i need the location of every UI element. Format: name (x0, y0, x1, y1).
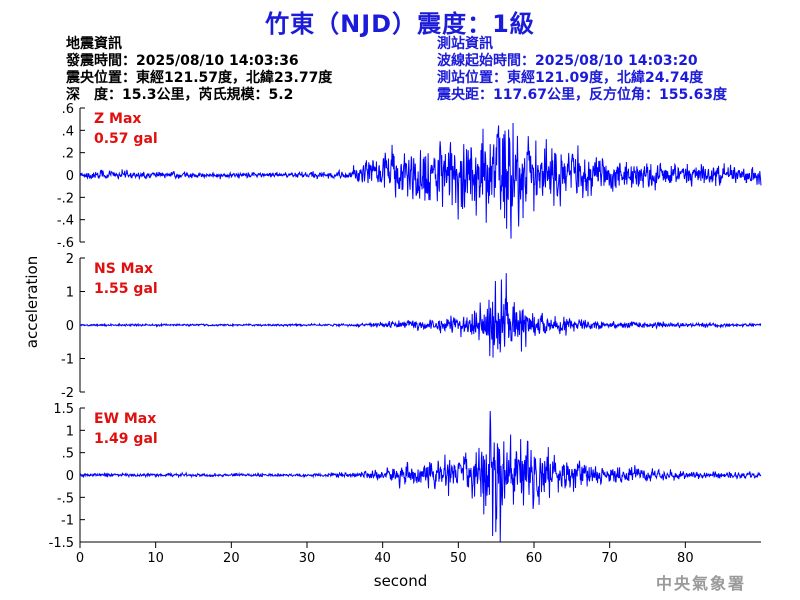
y-tick-label: 1 (66, 424, 74, 439)
y-tick-label: -.2 (57, 191, 74, 206)
y-tick-label: -1 (61, 353, 74, 368)
x-tick-label: 10 (147, 551, 164, 566)
station-location: 測站位置：東經121.09度，北緯24.74度 (437, 70, 704, 86)
ns-waveform (79, 273, 762, 358)
y-tick-label: .2 (62, 147, 74, 162)
event-info-heading: 地震資訊 (66, 36, 122, 52)
x-tick-label: 20 (223, 551, 240, 566)
epicenter-location: 震央位置：東經121.57度，北緯23.77度 (66, 70, 333, 86)
station-info-heading: 測站資訊 (437, 36, 493, 52)
z-max-value: 0.57 gal (94, 131, 158, 147)
page-title: 竹東（NJD）震度：1級 (265, 10, 535, 38)
x-tick-label: 60 (526, 551, 543, 566)
y-tick-label: -1.5 (49, 536, 74, 551)
ns-max-label: NS Max (94, 261, 153, 277)
event-info-block: 地震資訊 發震時間：2025/08/10 14:03:36 震央位置：東經121… (66, 36, 332, 104)
y-tick-label: -.4 (57, 214, 74, 229)
y-tick-label: 1.5 (53, 402, 74, 417)
z-max-label: Z Max (94, 111, 141, 127)
wave-start-time: 波線起始時間：2025/08/10 14:03:20 (437, 53, 698, 69)
y-tick-label: 2 (66, 252, 74, 267)
x-tick-label: 40 (374, 551, 391, 566)
y-tick-label: -.6 (57, 236, 74, 251)
origin-time: 發震時間：2025/08/10 14:03:36 (66, 53, 299, 69)
agency-watermark: 中央氣象署 (656, 574, 747, 593)
y-tick-label: .6 (62, 102, 74, 117)
x-tick-label: 80 (677, 551, 694, 566)
y-tick-label: -1 (61, 514, 74, 529)
y-tick-label: .5 (62, 447, 74, 462)
distance-azimuth: 震央距：117.67公里，反方位角：155.63度 (437, 87, 728, 103)
x-axis-title: second (374, 572, 428, 590)
x-tick-label: 70 (601, 551, 618, 566)
y-tick-label: 0 (66, 169, 74, 184)
ew-max-label: EW Max (94, 411, 156, 427)
z-waveform (79, 123, 762, 239)
y-axis-title: acceleration (23, 256, 41, 348)
y-tick-label: 1 (66, 286, 74, 301)
station-info-block: 測站資訊 波線起始時間：2025/08/10 14:03:20 測站位置：東經1… (437, 36, 727, 104)
x-tick-label: 0 (76, 551, 84, 566)
y-tick-label: 0 (66, 469, 74, 484)
y-tick-label: .4 (62, 124, 74, 139)
ew-waveform (79, 410, 762, 542)
depth-magnitude: 深 度：15.3公里，芮氏規模：5.2 (66, 87, 294, 103)
x-tick-label: 50 (450, 551, 467, 566)
y-tick-label: -2 (61, 386, 74, 401)
y-tick-label: -.5 (57, 491, 74, 506)
ns-max-value: 1.55 gal (94, 281, 158, 297)
y-tick-label: 0 (66, 319, 74, 334)
ew-max-value: 1.49 gal (94, 431, 158, 447)
x-tick-label: 30 (299, 551, 316, 566)
